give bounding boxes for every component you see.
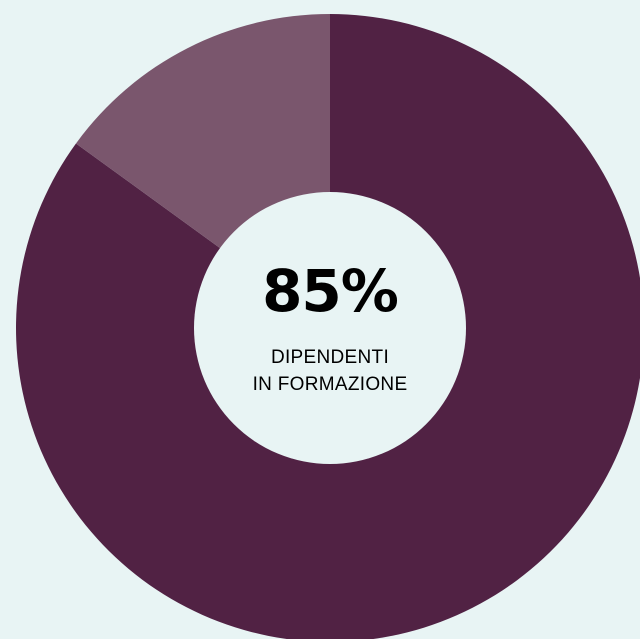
- center-label: 85% DIPENDENTI IN FORMAZIONE: [195, 195, 465, 465]
- center-value: 85%: [262, 257, 399, 325]
- center-caption-line-1: DIPENDENTI: [270, 347, 390, 368]
- donut-slice-1: [16, 14, 640, 639]
- donut-hole: [194, 192, 466, 464]
- center-caption: DIPENDENTI IN FORMAZIONE: [253, 344, 408, 398]
- center-caption-line-2: IN FORMAZIONE: [252, 374, 408, 395]
